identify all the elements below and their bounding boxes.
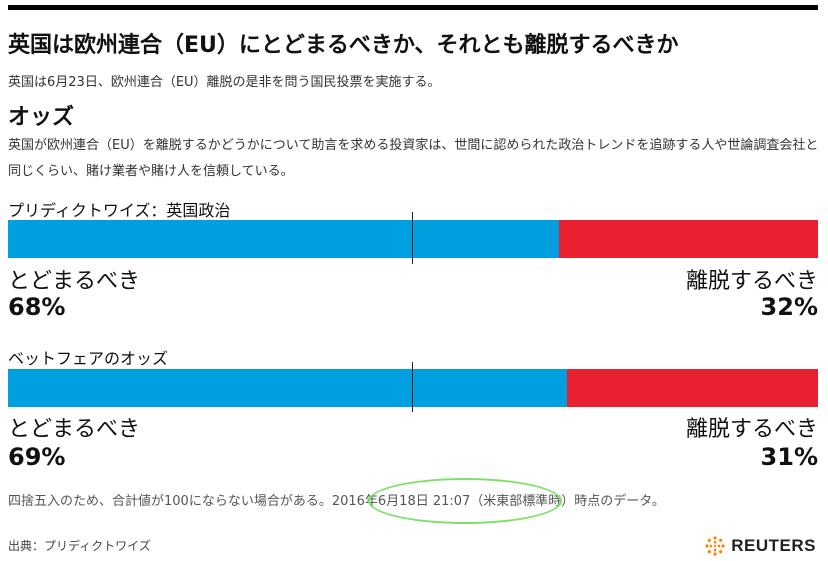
value-label-leave: 31% — [760, 443, 818, 471]
fifty-percent-line — [412, 362, 413, 412]
stacked-bar-predictwise — [8, 220, 818, 258]
category-label-remain: とどまるべき — [8, 269, 141, 294]
page-title: 英国は欧州連合（EU）にとどまるべきか、それとも離脱するべきか — [8, 33, 679, 58]
stacked-bar-betfair — [8, 369, 818, 407]
reuters-logo: REUTERS — [704, 535, 816, 557]
chart-title-predictwise: プリディクトワイズ：英国政治 — [8, 201, 231, 220]
value-label-remain: 69% — [8, 443, 66, 471]
bar-segment-leave — [566, 369, 818, 407]
description-text: 英国が欧州連合（EU）を離脱するかどうかについて助言を求める投資家は、世間に認め… — [8, 138, 819, 179]
source-credit: 出典：プリディクトワイズ — [8, 539, 151, 553]
bar-segment-leave — [558, 220, 818, 258]
chart-title-betfair: ベットフェアのオッズ — [8, 349, 169, 368]
page-subtitle: 英国は6月23日、欧州連合（EU）離脱の是非を問う国民投票を実施する。 — [8, 75, 441, 90]
highlight-circle — [368, 478, 562, 524]
category-label-leave: 離脱するべき — [685, 269, 818, 294]
category-label-leave: 離脱するべき — [685, 417, 818, 442]
bar-segment-remain — [8, 220, 559, 258]
value-label-remain: 68% — [8, 293, 66, 321]
logo-text: REUTERS — [731, 536, 816, 555]
fifty-percent-line — [412, 212, 413, 264]
section-title: オッズ — [8, 105, 75, 130]
category-label-remain: とどまるべき — [8, 417, 141, 442]
reuters-dot-icon — [705, 536, 725, 556]
top-rule — [8, 5, 818, 10]
value-label-leave: 32% — [760, 293, 818, 321]
bar-segment-remain — [8, 369, 567, 407]
footnote: 四捨五入のため、合計値が100にならない場合がある。2016年6月18日 21:… — [8, 494, 665, 509]
